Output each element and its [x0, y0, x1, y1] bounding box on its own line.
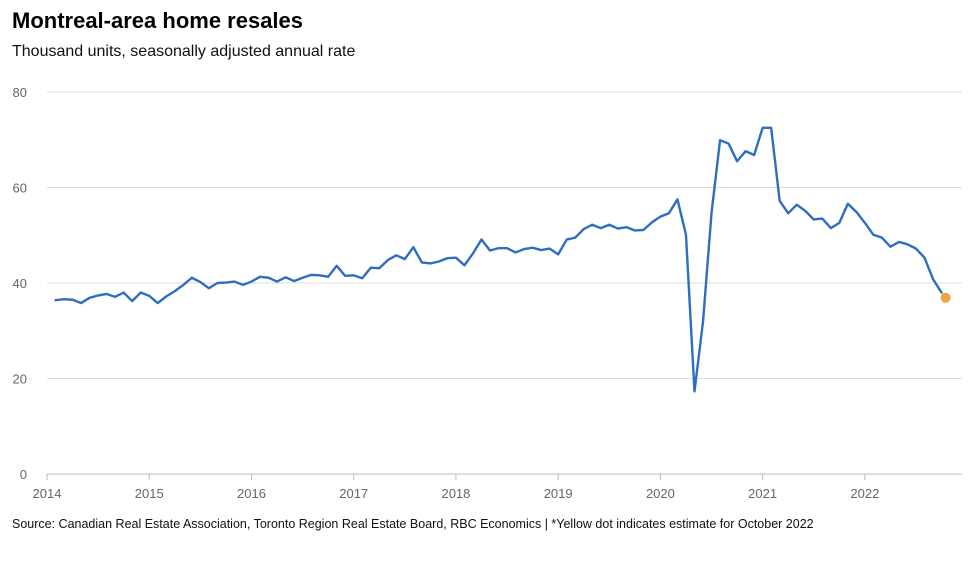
y-axis-ticks: 0 20 40 60 80: [13, 85, 27, 482]
y-tick-label: 40: [13, 276, 27, 291]
y-tick-label: 0: [20, 467, 27, 482]
x-tick-label: 2015: [135, 486, 164, 501]
chart-subtitle: Thousand units, seasonally adjusted annu…: [12, 43, 356, 60]
y-tick-label: 80: [13, 85, 27, 100]
x-axis-ticks: 2014 2015 2016 2017 2018 2019 2020 2021 2022: [33, 474, 879, 501]
x-tick-label: 2017: [339, 486, 368, 501]
chart-title: Montreal-area home resales: [12, 8, 304, 33]
y-tick-label: 20: [13, 372, 27, 387]
source-note: Source: Canadian Real Estate Association…: [12, 517, 814, 531]
x-tick-label: 2016: [237, 486, 266, 501]
x-tick-label: 2021: [748, 486, 777, 501]
x-tick-label: 2019: [544, 486, 573, 501]
series-line-home-resales: [54, 126, 943, 393]
y-tick-label: 60: [13, 181, 27, 196]
x-tick-label: 2022: [850, 486, 879, 501]
gridlines: [47, 91, 962, 379]
x-tick-label: 2020: [646, 486, 675, 501]
series: [54, 126, 951, 393]
estimate-dot: [940, 292, 951, 303]
x-tick-label: 2014: [33, 486, 62, 501]
x-tick-label: 2018: [441, 486, 470, 501]
